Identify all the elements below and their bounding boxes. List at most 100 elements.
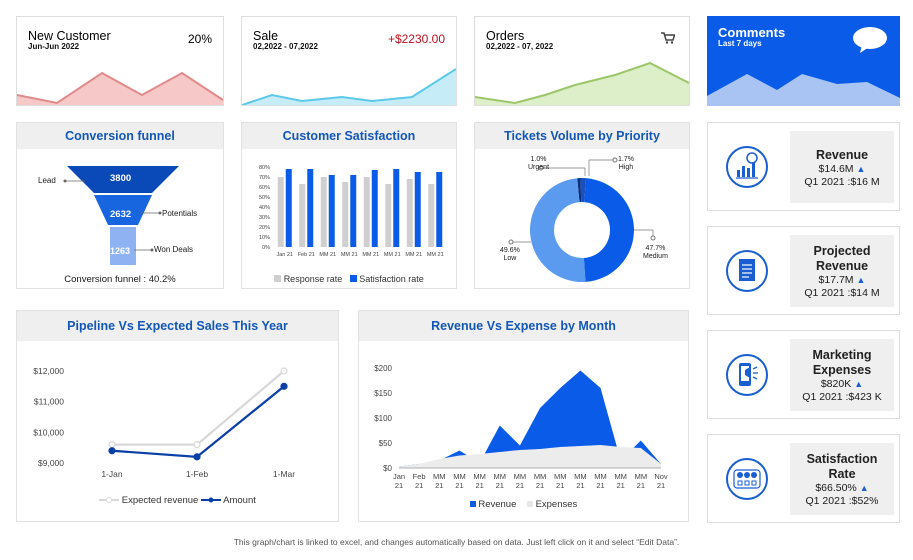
- y-tick-label: 40%: [259, 205, 270, 211]
- sale-period: 02,2022 - 07,2022: [253, 42, 318, 51]
- pipeline-line-chart: $9,000 $10,000 $11,000 $12,000 1-Jan 1-Feb 1-M…: [33, 366, 295, 479]
- projected-revenue-card[interactable]: Projected Revenue $17.7M ▲ Q1 2021 :$14 M: [707, 226, 900, 315]
- new-customer-card[interactable]: New Customer Jun-Jun 2022 20%: [16, 16, 224, 106]
- x-tick-label: 21: [637, 481, 645, 490]
- revenue-quarter: Q1 2021 :$16 M: [804, 176, 880, 188]
- revenue-title: Revenue: [815, 148, 869, 162]
- bar-response-rate: [299, 184, 306, 247]
- x-tick-label: 21: [455, 481, 463, 490]
- x-tick-label: Nov: [654, 472, 668, 481]
- funnel-footer: Conversion funnel : 40.2%: [64, 274, 176, 285]
- x-tick-label: 1-Jan: [101, 469, 123, 479]
- x-tick-label: 21: [496, 481, 504, 490]
- orders-title: Orders: [486, 29, 525, 43]
- bar-response-rate: [428, 184, 435, 247]
- satisfaction-bar-chart: 0% 10% 20% 30% 40% 50% 60% 70% 80% Jan 21 Feb 21 MM…: [259, 165, 444, 258]
- satisfaction-rate-stat-box: Satisfaction Rate $66.50% ▲ Q1 2021 :$52%: [790, 443, 894, 515]
- bar-response-rate: [342, 182, 349, 247]
- projected-revenue-title: Projected Revenue: [813, 244, 871, 273]
- medium-pct: 47.7%: [645, 245, 666, 252]
- low-pct: 49.6%: [500, 247, 520, 254]
- series-point-0: [280, 367, 288, 375]
- funnel-label-lead: Lead: [38, 176, 56, 185]
- marketing-expenses-quarter: Q1 2021 :$423 K: [802, 391, 882, 403]
- legend-satisfaction-rate: Satisfaction rate: [359, 274, 424, 284]
- footer-note: This graph/chart is linked to excel, and…: [233, 537, 680, 547]
- pipeline-panel: Pipeline Vs Expected Sales This Year $9,…: [16, 310, 339, 522]
- y-tick-label: $12,000: [33, 366, 64, 376]
- satisfaction-rate-title: Satisfaction Rate: [806, 452, 878, 481]
- legend-expected-revenue: Expected revenue: [121, 495, 199, 506]
- tickets-donut-chart: [508, 157, 656, 283]
- conversion-funnel-title: Conversion funnel: [17, 123, 223, 149]
- pipeline-legend: Expected revenue Amount: [17, 495, 338, 506]
- up-triangle-icon: ▲: [854, 379, 864, 389]
- orders-card[interactable]: Orders 02,2022 - 07, 2022: [474, 16, 690, 106]
- revexp-legend: Revenue Expenses: [359, 499, 688, 510]
- funnel-value-1: 3800: [110, 173, 132, 184]
- satisfaction-rate-card[interactable]: Satisfaction Rate $66.50% ▲ Q1 2021 :$52%: [707, 434, 900, 523]
- tickets-panel: Tickets Volume by Priority 1.0% Urgent 1…: [474, 122, 690, 289]
- up-triangle-icon: ▲: [859, 483, 869, 493]
- funnel-value-2: 2632: [110, 209, 132, 220]
- sale-card[interactable]: Sale 02,2022 - 07,2022 +$2230.00: [241, 16, 457, 106]
- y-tick-label: $11,000: [34, 397, 64, 407]
- funnel-chart: [63, 166, 179, 265]
- revenue-card[interactable]: Revenue $14.6M ▲ Q1 2021 :$16 M: [707, 122, 900, 211]
- comments-card[interactable]: Comments Last 7 days: [707, 16, 900, 106]
- sale-title: Sale: [253, 29, 279, 43]
- cart-icon: [661, 32, 675, 44]
- bar-response-rate: [406, 179, 413, 247]
- x-tick-label: Jan: [393, 472, 405, 481]
- x-tick-label: MM 21: [341, 252, 358, 258]
- bar-satisfaction-rate: [328, 175, 335, 247]
- bar-response-rate: [277, 177, 284, 247]
- new-customer-title: New Customer: [28, 29, 111, 43]
- y-tick-label: 80%: [259, 165, 270, 171]
- x-tick-label: MM 21: [427, 252, 444, 258]
- funnel-label-potentials: Potentials: [162, 209, 198, 218]
- funnel-value-3: 1263: [110, 246, 131, 256]
- marketing-expenses-card[interactable]: Marketing Expenses $820K ▲ Q1 2021 :$423 …: [707, 330, 900, 419]
- donut-slice-medium: [583, 178, 635, 282]
- urgent-pct: 1.0%: [530, 156, 547, 163]
- x-tick-label: MM: [494, 472, 507, 481]
- ticket-label-medium: 47.7% Medium: [643, 245, 668, 261]
- up-triangle-icon: ▲: [856, 275, 866, 285]
- bar-response-rate: [320, 177, 327, 247]
- x-tick-label: Feb 21: [298, 252, 315, 258]
- legend-response-rate: Response rate: [283, 274, 343, 284]
- projected-revenue-stat-box: Projected Revenue $17.7M ▲ Q1 2021 :$14 M: [790, 235, 894, 307]
- x-tick-label: 21: [536, 481, 544, 490]
- conversion-funnel-panel: Conversion funnel 3800 2632 1263 Lead Po…: [16, 122, 224, 289]
- up-triangle-icon: ▲: [856, 164, 866, 174]
- marketing-expenses-value: $820K: [820, 378, 852, 390]
- legend-revenue: Revenue: [478, 499, 517, 510]
- customer-satisfaction-title: Customer Satisfaction: [242, 123, 456, 149]
- pipeline-title: Pipeline Vs Expected Sales This Year: [17, 311, 338, 341]
- bar-satisfaction-rate: [285, 169, 292, 247]
- bar-satisfaction-rate: [350, 175, 357, 247]
- x-tick-label: MM: [574, 472, 587, 481]
- legend-expenses: Expenses: [535, 499, 578, 510]
- bar-satisfaction-rate: [393, 169, 400, 247]
- funnel-level-2: [94, 195, 152, 225]
- x-tick-label: MM: [594, 472, 607, 481]
- y-tick-label: 60%: [259, 185, 270, 191]
- y-tick-label: $50: [379, 439, 393, 448]
- area-series-revenue: [399, 370, 661, 468]
- new-customer-value: 20%: [187, 32, 212, 46]
- satisfaction-legend: Response rate Satisfaction rate: [242, 274, 456, 284]
- x-tick-label: MM 21: [384, 252, 401, 258]
- tickets-title: Tickets Volume by Priority: [475, 123, 689, 149]
- new-customer-sparkline: [17, 71, 223, 105]
- x-tick-label: MM 21: [319, 252, 336, 258]
- projected-revenue-value: $17.7M: [818, 274, 854, 286]
- revenue-expense-area-chart: $0$50$100$150$200Jan21Feb21MM21MM21MM21M…: [374, 364, 668, 490]
- satisfaction-rate-value: $66.50%: [815, 482, 857, 494]
- bar-satisfaction-rate: [371, 170, 378, 247]
- bar-satisfaction-rate: [414, 172, 421, 247]
- x-tick-label: MM: [635, 472, 648, 481]
- y-tick-label: $200: [374, 364, 392, 373]
- revenue-chart-icon: [726, 146, 768, 188]
